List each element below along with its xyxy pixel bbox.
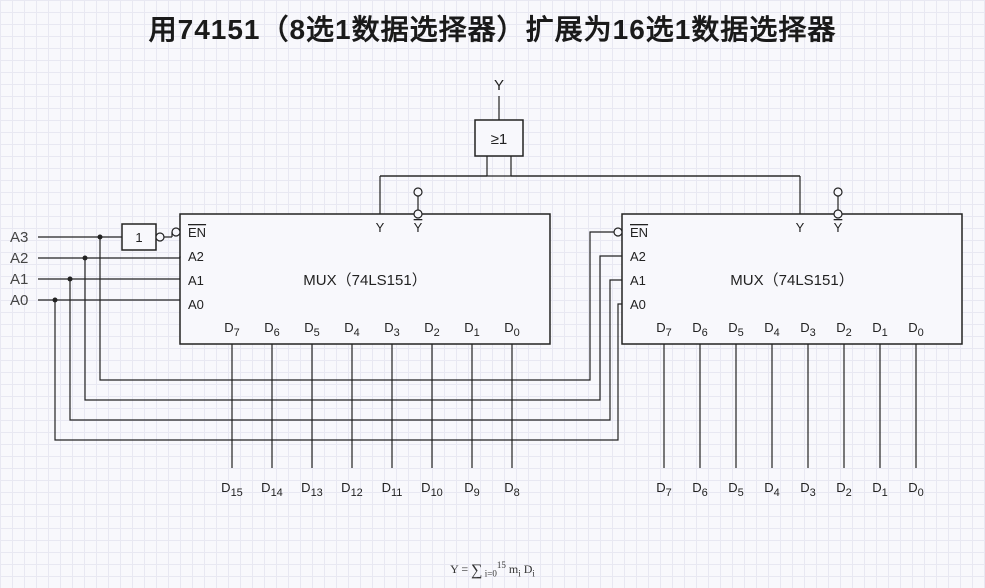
svg-text:D3: D3 — [800, 480, 816, 499]
mux-left-name: MUX（74LS151） — [303, 272, 426, 289]
inverter-bubble — [156, 233, 164, 241]
svg-text:D5: D5 — [728, 480, 744, 499]
mux-right-pin-a0: A0 — [630, 297, 646, 312]
svg-text:D1: D1 — [872, 480, 888, 499]
svg-text:D6: D6 — [692, 480, 708, 499]
mux-right-datalines — [664, 344, 916, 468]
mux-right-name: MUX（74LS151） — [730, 272, 853, 289]
mux-left-top-ybar: Y — [414, 220, 423, 235]
mux-left-en-bubble — [172, 228, 180, 236]
mux-left-datalines — [232, 344, 512, 468]
svg-text:D0: D0 — [908, 480, 924, 499]
ybar-right-open — [834, 188, 842, 196]
addr-a0: A0 — [10, 292, 28, 309]
inverter-label: 1 — [135, 230, 142, 245]
mux-right-top-y: Y — [796, 220, 805, 235]
mux-right-pin-a2: A2 — [630, 249, 646, 264]
mux-right-ext-labels: D7 D6 D5 D4 D3 D2 D1 D0 — [656, 480, 924, 499]
mux-left-ybar-bubble — [414, 210, 422, 218]
mux-left-pin-a2: A2 — [188, 249, 204, 264]
mux-left-ext-labels: D15 D14 D13 D12 D11 D10 D9 D8 — [221, 480, 520, 499]
mux-right-ybar-bubble — [834, 210, 842, 218]
mux-left-pin-a1: A1 — [188, 273, 204, 288]
or-gate-label: ≥1 — [491, 131, 508, 148]
equation: Y = ∑ i=015 mi Di — [0, 560, 985, 578]
svg-text:D13: D13 — [301, 480, 323, 499]
mux-right-en-bubble — [614, 228, 622, 236]
svg-text:D4: D4 — [764, 480, 780, 499]
svg-text:D11: D11 — [382, 480, 403, 499]
svg-text:D2: D2 — [836, 480, 852, 499]
addr-a2: A2 — [10, 250, 28, 267]
svg-text:D10: D10 — [421, 480, 443, 499]
mux-left-top-y: Y — [376, 220, 385, 235]
svg-text:D15: D15 — [221, 480, 243, 499]
ybar-left-open — [414, 188, 422, 196]
svg-text:D12: D12 — [341, 480, 363, 499]
addr-a1: A1 — [10, 271, 28, 288]
svg-text:D7: D7 — [656, 480, 672, 499]
mux-left-pin-en: EN — [188, 225, 206, 240]
svg-text:D14: D14 — [261, 480, 283, 499]
mux-right-pin-a1: A1 — [630, 273, 646, 288]
mux-right-pin-en: EN — [630, 225, 648, 240]
addr-a3: A3 — [10, 229, 28, 246]
mux-right-top-ybar: Y — [834, 220, 843, 235]
svg-text:D9: D9 — [464, 480, 480, 499]
output-y-label: Y — [494, 77, 504, 94]
mux-left-pin-a0: A0 — [188, 297, 204, 312]
svg-text:D8: D8 — [504, 480, 520, 499]
circuit-diagram: ≥1 Y MUX（74LS151） Y Y EN A2 A1 A0 D7 D6 … — [0, 0, 985, 588]
